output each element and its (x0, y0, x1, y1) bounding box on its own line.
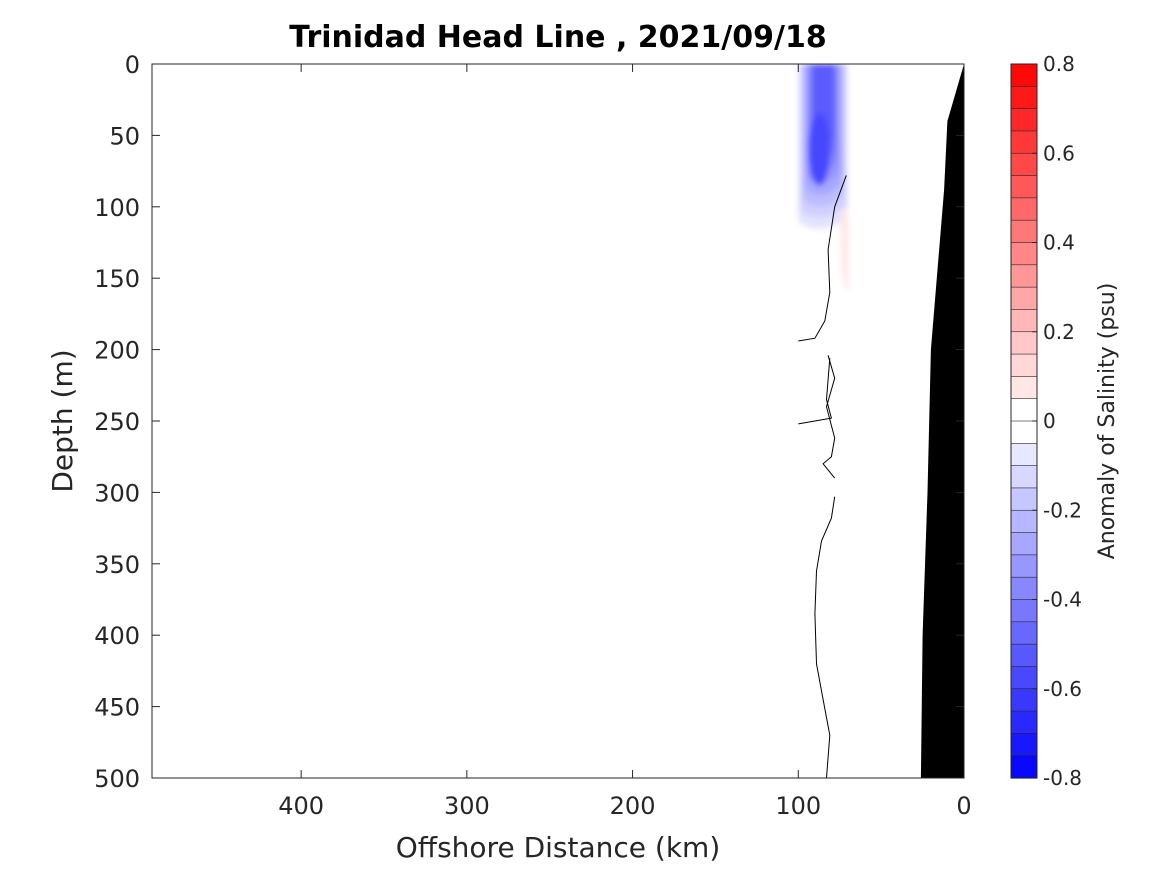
colorbar-level (1010, 733, 1038, 757)
colorbar-level (1010, 420, 1038, 444)
plot-area (798, 64, 964, 778)
chart-title: Trinidad Head Line , 2021/09/18 (289, 20, 826, 55)
colorbar-tick-label: -0.8 (1043, 766, 1082, 790)
y-tick-label: 500 (94, 765, 140, 793)
colorbar-level (1010, 309, 1038, 333)
x-axis-ticks: 400 300 200 100 0 (278, 64, 972, 820)
colorbar-level (1010, 465, 1038, 489)
colorbar-level (1010, 509, 1038, 534)
x-axis-label: Offshore Distance (km) (396, 831, 721, 864)
colorbar-level (1010, 219, 1038, 244)
y-axis-ticks: 0 50 100 150 200 250 300 350 400 450 500 (94, 51, 964, 793)
colorbar-level (1010, 286, 1038, 311)
colorbar-level (1010, 376, 1038, 400)
y-tick-label: 250 (94, 408, 140, 436)
colorbar-tick-label: 0 (1043, 409, 1056, 433)
x-tick-label: 400 (278, 792, 324, 820)
colorbar-level (1010, 130, 1038, 154)
anomaly-core (808, 113, 831, 186)
y-tick-label: 50 (109, 122, 140, 150)
colorbar-level (1010, 86, 1038, 110)
y-tick-label: 200 (94, 337, 140, 365)
colorbar-level (1010, 63, 1038, 87)
colorbar-level (1010, 175, 1038, 199)
colorbar-level (1010, 576, 1038, 601)
x-tick-label: 100 (775, 792, 821, 820)
colorbar-level (1010, 331, 1038, 355)
colorbar-level (1010, 443, 1038, 467)
colorbar-level (1010, 398, 1038, 422)
zero-contour-lines (798, 175, 847, 778)
colorbar-level (1010, 643, 1038, 668)
colorbar-level (1010, 666, 1038, 690)
y-tick-label: 300 (94, 479, 140, 507)
colorbar-tick-label: 0.4 (1043, 231, 1075, 255)
colorbar-level (1010, 242, 1038, 266)
zero-contour (798, 175, 847, 342)
colorbar-level (1010, 264, 1038, 288)
y-tick-label: 400 (94, 622, 140, 650)
colorbar-label: Anomaly of Salinity (psu) (1095, 283, 1120, 560)
colorbar-level (1010, 755, 1038, 779)
colorbar-level (1010, 353, 1038, 377)
y-tick-label: 150 (94, 265, 140, 293)
anomaly-field (798, 64, 849, 293)
colorbar-level (1010, 108, 1038, 132)
colorbar-tick-label: -0.4 (1043, 588, 1082, 612)
colorbar-tick-label: 0.6 (1043, 141, 1075, 165)
zero-contour (798, 358, 833, 425)
x-tick-label: 0 (956, 792, 971, 820)
colorbar-level (1010, 688, 1038, 712)
colorbar-level (1010, 554, 1038, 578)
colorbar-level (1010, 621, 1038, 645)
anomaly-band (840, 207, 849, 293)
colorbar-level (1010, 710, 1038, 734)
colorbar-ticks: 0.8 0.6 0.4 0.2 0 -0.2 -0.4 -0.6 -0.8 (1032, 52, 1082, 790)
y-tick-label: 350 (94, 551, 140, 579)
y-tick-label: 100 (94, 194, 140, 222)
colorbar-level (1010, 532, 1038, 556)
seafloor-bathymetry (920, 64, 964, 778)
zero-contour (814, 496, 836, 778)
x-tick-label: 200 (610, 792, 656, 820)
colorbar-level (1010, 197, 1038, 221)
y-axis-label: Depth (m) (46, 349, 79, 492)
x-tick-label: 300 (444, 792, 490, 820)
colorbar-tick-label: 0.8 (1043, 52, 1075, 76)
colorbar-tick-label: -0.2 (1043, 498, 1082, 522)
colorbar-level (1010, 487, 1038, 511)
y-tick-label: 0 (125, 51, 140, 79)
y-tick-label: 450 (94, 694, 140, 722)
colorbar-level (1010, 152, 1038, 177)
zero-contour (822, 355, 836, 479)
colorbar-tick-label: 0.2 (1043, 320, 1075, 344)
colorbar-level (1010, 599, 1038, 623)
colorbar-tick-label: -0.6 (1043, 677, 1082, 701)
